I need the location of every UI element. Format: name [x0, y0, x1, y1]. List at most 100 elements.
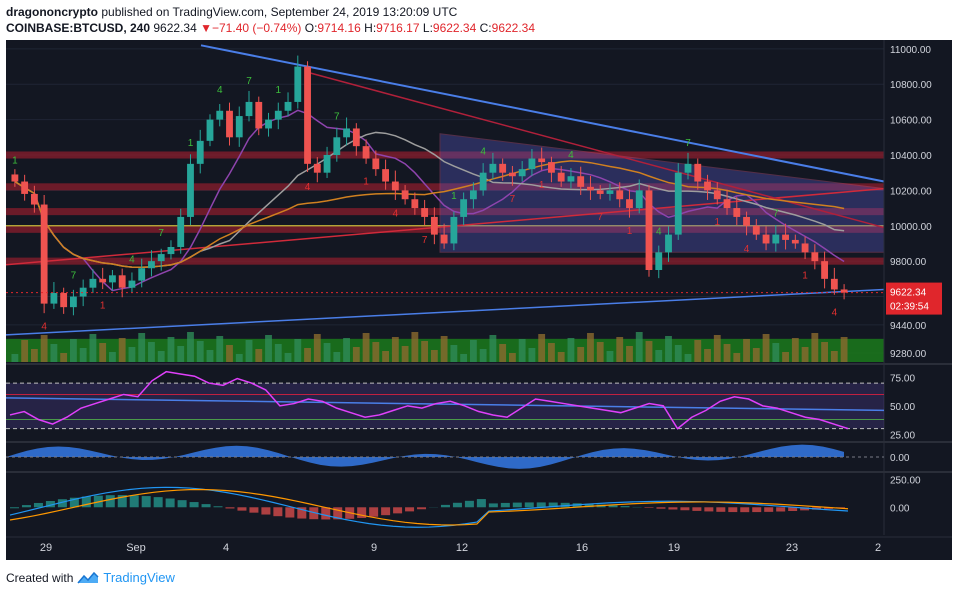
candle-body — [782, 234, 789, 240]
volume-bar — [362, 333, 370, 362]
candle-body — [430, 216, 438, 235]
macd-histogram-bar — [369, 507, 379, 517]
candle-body — [352, 128, 360, 147]
candle-body — [811, 252, 819, 262]
candle-body — [596, 190, 604, 194]
td-count-label: 1 — [539, 180, 545, 191]
td-count-label: 1 — [627, 226, 633, 237]
volume-bar — [596, 342, 604, 362]
volume-bar — [821, 342, 829, 362]
candle-body — [450, 216, 458, 244]
candle-body — [830, 278, 838, 290]
volume-bar — [304, 348, 311, 362]
candle-body — [177, 216, 185, 247]
lower-trendline — [5, 288, 885, 336]
tradingview-brand[interactable]: TradingView — [103, 570, 175, 585]
td-count-label: 4 — [656, 226, 662, 237]
candle-body — [148, 261, 155, 269]
candle-body — [587, 186, 594, 191]
macd-histogram-bar — [440, 504, 450, 508]
candle-body — [60, 293, 68, 308]
volume-bar — [801, 347, 809, 362]
volume-bar — [21, 340, 29, 362]
td-count-label: 1 — [275, 85, 281, 96]
macd-histogram-bar — [333, 507, 343, 520]
macd-histogram-bar — [452, 502, 462, 508]
time-tick-label: 23 — [786, 542, 798, 554]
macd-histogram-bar — [129, 495, 139, 508]
candle-body — [616, 190, 624, 200]
candle-body — [226, 110, 233, 138]
volume-bar — [40, 335, 48, 362]
macd-histogram-bar — [297, 507, 307, 519]
candle-body — [128, 280, 136, 288]
rsi-tick-label: 25.00 — [890, 430, 915, 441]
volume-bar — [704, 349, 711, 362]
symbol-line: COINBASE:BTCUSD, 240 9622.34 ▼−71.40 (−0… — [6, 21, 535, 35]
candle-body — [518, 169, 526, 177]
time-tick-label: 16 — [576, 542, 588, 554]
volume-bar — [187, 332, 194, 362]
macd-histogram-bar — [752, 507, 762, 513]
volume-bar — [333, 352, 341, 362]
volume-bar — [655, 350, 663, 362]
candle-body — [421, 208, 429, 217]
td-count-label: 1 — [100, 300, 106, 311]
macd-histogram-bar — [764, 507, 774, 512]
candle-body — [118, 275, 126, 288]
candle-body — [772, 234, 780, 244]
candle-body — [157, 254, 165, 262]
macd-histogram-bar — [141, 496, 151, 508]
td-count-label: 1 — [802, 270, 808, 281]
candle-body — [704, 181, 711, 191]
low-label: L: — [422, 21, 433, 35]
td-count-label: 7 — [685, 138, 691, 149]
resistance-band — [6, 183, 884, 191]
candle-body — [11, 174, 19, 182]
td-count-label: 7 — [597, 212, 603, 223]
resistance-band — [6, 257, 884, 265]
macd-histogram-bar — [21, 505, 31, 508]
volume-bar — [645, 341, 653, 362]
volume-bar — [606, 351, 614, 362]
candle-body — [216, 110, 224, 120]
chart-area[interactable]: 1 4 7 1 4 7 1 4 7 1 4 7 1 4 7 1 4 7 1 4 7 1 4 7 1 4 7 1 4 9280.00 9440… — [5, 40, 952, 560]
macd-histogram-bar — [740, 507, 750, 513]
macd-histogram-bar — [309, 507, 319, 520]
candle-body — [440, 234, 448, 244]
macd-signal-line — [9, 488, 849, 526]
candle-body — [99, 278, 107, 283]
candle-body — [694, 163, 702, 182]
candle-body — [840, 289, 848, 293]
price-tick-label: 10000.00 — [890, 222, 932, 233]
volume-bar — [313, 334, 321, 362]
candle-body — [401, 190, 409, 200]
price-tick-label: 10400.00 — [890, 151, 932, 162]
volume-bar — [499, 344, 507, 362]
td-count-label: 7 — [334, 111, 340, 122]
volume-bar — [548, 343, 555, 362]
td-count-label: 4 — [305, 182, 311, 193]
candle-body — [489, 163, 497, 173]
volume-bar — [518, 339, 526, 362]
volume-bar — [469, 340, 477, 362]
macd-histogram-bar — [536, 502, 546, 508]
candle-body — [508, 172, 516, 177]
volume-bar — [118, 338, 126, 362]
macd-histogram-bar — [177, 500, 187, 508]
candle-body — [733, 208, 741, 217]
candle-body — [752, 225, 760, 235]
volume-bar — [830, 351, 838, 362]
publisher-name[interactable]: dragononcrypto — [6, 5, 98, 19]
price-tick-label: 9800.00 — [890, 257, 927, 268]
volume-bar — [343, 338, 350, 362]
volume-bar — [226, 345, 233, 362]
macd-histogram-bar — [165, 498, 175, 508]
volume-bar — [684, 354, 692, 362]
chart-svg[interactable]: 1 4 7 1 4 7 1 4 7 1 4 7 1 4 7 1 4 7 1 4 7 1 4 7 1 4 7 1 4 9280.00 9440… — [5, 40, 952, 560]
macd-histogram-bar — [417, 507, 427, 510]
td-count-label: 4 — [217, 85, 223, 96]
macd-histogram-bar — [57, 499, 67, 508]
volume-bar — [694, 340, 702, 362]
macd-histogram-bar — [644, 507, 654, 508]
